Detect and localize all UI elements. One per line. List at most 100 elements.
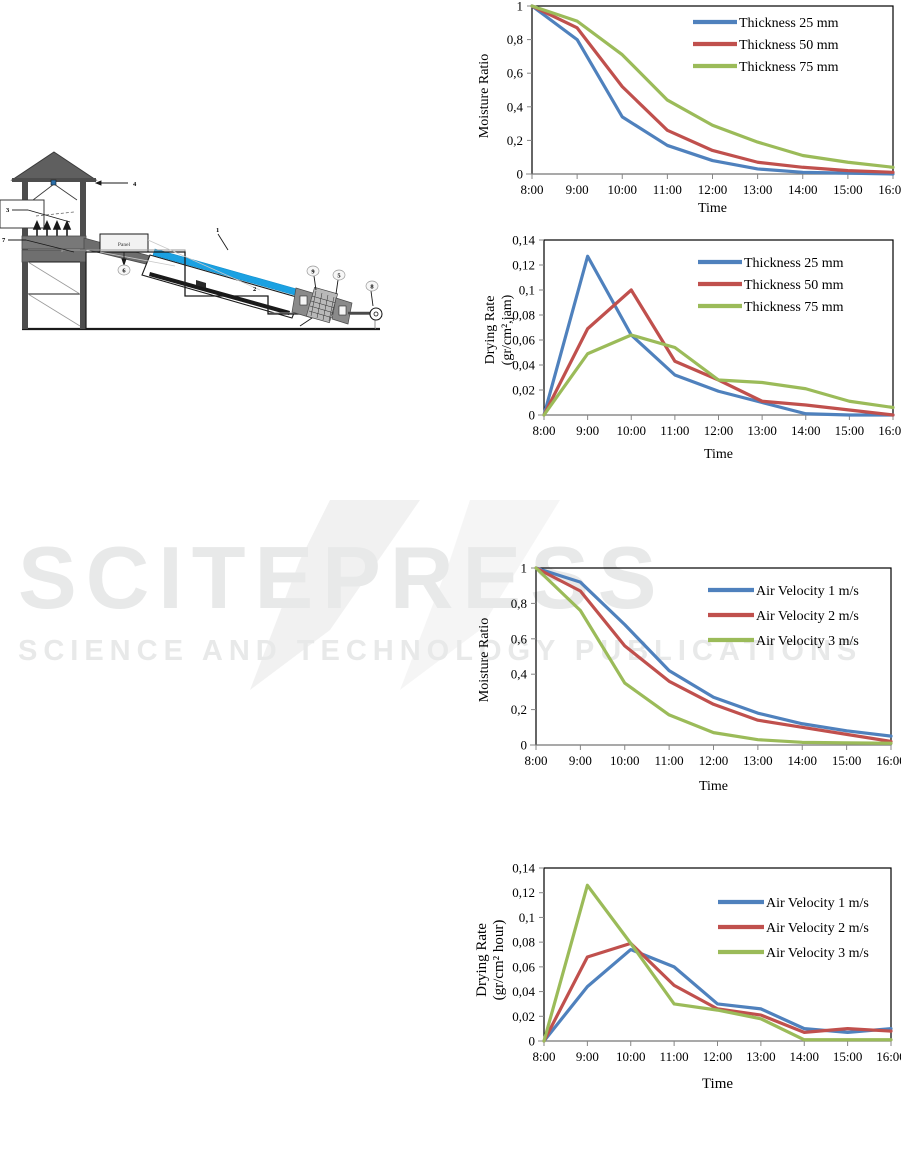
legend-label-3: Thickness 75 mm	[744, 300, 844, 315]
y-tick-label: 0,8	[507, 32, 523, 47]
svg-text:Drying Rate: Drying Rate	[483, 296, 498, 365]
x-tick-label: 12:00	[703, 1049, 733, 1064]
x-tick-label: 15:00	[833, 182, 863, 197]
x-axis-title: Time	[699, 779, 728, 794]
x-tick-label: 15:00	[832, 753, 862, 768]
legend: Air Velocity 1 m/s Air Velocity 2 m/s Air …	[718, 896, 869, 961]
callout-numbers: 4 3 7 1 2 6 9 5 8	[2, 181, 379, 293]
callout-8: 8	[370, 284, 374, 291]
x-tick-label: 14:00	[789, 1049, 819, 1064]
series-line-3	[530, 4, 895, 169]
callout-4: 4	[133, 181, 137, 188]
x-tick-label: 14:00	[788, 182, 818, 197]
y-tick-label: 0,06	[512, 959, 535, 974]
hoist-block	[50, 179, 57, 186]
x-tick-label: 8:00	[532, 423, 555, 438]
x-tick-label: 13:00	[743, 753, 773, 768]
y-tick-label: 0,14	[512, 233, 535, 248]
y-tick-label: 0,04	[512, 358, 535, 373]
x-tick-label: 12:00	[704, 423, 734, 438]
chart-moisture-ratio-thickness: 0 0,2 0,4 0,6 0,8 1 8:00 9:00 10:00 11:00 12:00 13:…	[470, 0, 901, 228]
chart-drying-rate-velocity: 0 0,02 0,04 0,06 0,08 0,1 0,12 0,14 8:00 9:00 10:0…	[460, 848, 901, 1103]
legend-label-2: Air Velocity 2 m/s	[756, 609, 859, 624]
y-tick-label: 0,4	[511, 667, 528, 682]
legend-label-2: Thickness 50 mm	[744, 278, 844, 293]
x-axis-title: Time	[698, 201, 727, 216]
legend-label-2: Air Velocity 2 m/s	[766, 921, 869, 936]
callout-5-bubble	[332, 269, 346, 281]
chart-drying-rate-thickness: 0 0,02 0,04 0,06 0,08 0,1 0,12 0,14 8:00 9:00 10:0…	[470, 230, 901, 475]
x-axis-title: Time	[702, 1076, 733, 1092]
callout-8-bubble	[365, 280, 379, 292]
chart-moisture-ratio-velocity: 0 0,2 0,4 0,6 0,8 1 8:00 9:00 10:00 11:00 12:00 13:…	[460, 552, 901, 807]
hopper-sling-right	[53, 183, 78, 201]
motor-pulley-hub	[373, 311, 379, 317]
tower-roof	[10, 151, 98, 181]
svg-text:Drying Rate: Drying Rate	[474, 923, 490, 997]
series-line-2	[534, 566, 893, 744]
chart3-svg: 0 0,2 0,4 0,6 0,8 1 8:00 9:00 10:00 11:00 12:00 13:…	[477, 561, 901, 795]
y-tick-label: 1	[521, 561, 528, 576]
x-tick-label: 10:00	[607, 182, 637, 197]
legend: Thickness 25 mm Thickness 50 mm Thickness …	[698, 256, 844, 315]
x-tick-label: 16:00	[876, 1049, 901, 1064]
y-tick-label: 0,4	[507, 99, 524, 114]
solar-dryer-apparatus-diagram: Panel	[0, 148, 400, 348]
series-line-1	[542, 254, 895, 417]
conveyor-flight	[196, 280, 206, 288]
legend-label-1: Thickness 25 mm	[744, 256, 844, 271]
x-tick-label: 10:00	[616, 1049, 646, 1064]
legend-label-1: Air Velocity 1 m/s	[766, 896, 869, 911]
series-line-1	[534, 566, 893, 738]
platform-steps	[86, 251, 375, 315]
conveyor-belt	[149, 272, 290, 315]
y-tick-label: 0	[529, 1034, 536, 1049]
callout-5: 5	[337, 273, 341, 280]
legend: Thickness 25 mm Thickness 50 mm Thickness …	[693, 16, 839, 75]
y-tick-label: 0,14	[512, 861, 535, 876]
callout-6-bubble	[117, 264, 131, 276]
brace-1	[27, 261, 81, 295]
legend-label-2: Thickness 50 mm	[739, 38, 839, 53]
callout-9: 9	[311, 269, 315, 276]
x-tick-label: 8:00	[520, 182, 543, 197]
hopper-level-line	[35, 211, 75, 217]
series-line-2	[530, 4, 895, 174]
svg-text:(gr/cm² hour): (gr/cm² hour)	[491, 920, 507, 1001]
y-tick-label: 0,1	[519, 910, 535, 925]
x-tick-label: 9:00	[566, 182, 589, 197]
y-tick-label: 0,08	[512, 935, 535, 950]
x-tick-label: 10:00	[616, 423, 646, 438]
legend-label-3: Thickness 75 mm	[739, 60, 839, 75]
x-tick-label: 14:00	[791, 423, 821, 438]
y-tick-label: 0,2	[511, 702, 527, 717]
hopper-sling-left	[32, 183, 55, 201]
airflow-arrows	[32, 219, 72, 236]
y-tick-label: 1	[517, 0, 524, 14]
y-axis-title: Moisture Ratio	[477, 618, 492, 702]
legend: Air Velocity 1 m/s Air Velocity 2 m/s Air …	[708, 584, 859, 649]
legend-label-1: Air Velocity 1 m/s	[756, 584, 859, 599]
x-tick-label: 15:00	[833, 1049, 863, 1064]
chart1-svg: 0 0,2 0,4 0,6 0,8 1 8:00 9:00 10:00 11:00 12:00 13:…	[477, 0, 901, 216]
x-tick-label: 12:00	[698, 182, 728, 197]
x-tick-label: 12:00	[699, 753, 729, 768]
series-line-3	[534, 566, 893, 745]
y-tick-label: 0	[521, 738, 528, 753]
series-line-3	[542, 883, 893, 1043]
callout-leaders	[8, 180, 374, 327]
callout-6: 6	[122, 268, 126, 275]
x-tick-label: 9:00	[576, 1049, 599, 1064]
x-tick-label: 13:00	[747, 423, 777, 438]
callout-1: 1	[216, 227, 219, 234]
y-tick-label: 0,2	[507, 133, 523, 148]
platform-guide-1	[99, 251, 176, 267]
bearing-left	[299, 295, 308, 306]
y-tick-label: 0,08	[512, 308, 535, 323]
x-tick-label: 16:00	[878, 182, 901, 197]
y-tick-label: 0,02	[512, 1009, 535, 1024]
y-tick-label: 0,02	[512, 383, 535, 398]
callout-7: 7	[2, 237, 6, 244]
y-tick-label: 0,04	[512, 984, 535, 999]
